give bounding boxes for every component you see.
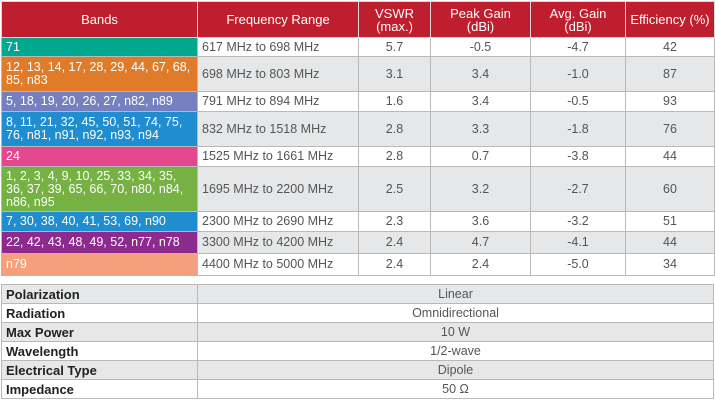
vswr-cell: 3.1: [358, 56, 431, 92]
vswr-cell: 1.6: [358, 91, 431, 112]
properties-table: Polarization Linear Radiation Omnidirection…: [1, 284, 714, 399]
efficiency-cell: 60: [625, 166, 715, 212]
efficiency-cell: 87: [625, 56, 715, 92]
efficiency-cell: 44: [625, 146, 715, 167]
frequency-cell: 1695 MHz to 2200 MHz: [197, 166, 359, 212]
peak-gain-cell: 4.7: [430, 231, 531, 254]
vswr-cell: 2.5: [358, 166, 431, 212]
frequency-cell: 3300 MHz to 4200 MHz: [197, 231, 359, 254]
property-row: Radiation Omnidirectional: [1, 303, 714, 323]
efficiency-cell: 34: [625, 253, 715, 276]
band-row: 5, 18, 19, 20, 26, 27, n82, n89 791 MHz t…: [1, 91, 715, 112]
avg-gain-cell: -4.7: [530, 37, 626, 57]
avg-gain-cell: -0.5: [530, 91, 626, 112]
band-cell: 7, 30, 38, 40, 41, 53, 69, n90: [1, 211, 198, 232]
band-cell: 24: [1, 146, 198, 167]
property-value: Dipole: [197, 360, 714, 380]
property-row: Polarization Linear: [1, 284, 714, 304]
header-peak-gain: Peak Gain (dBi): [430, 1, 531, 38]
band-cell: 5, 18, 19, 20, 26, 27, n82, n89: [1, 91, 198, 112]
peak-gain-cell: 3.4: [430, 56, 531, 92]
header-avg-gain: Avg. Gain (dBi): [530, 1, 626, 38]
property-row: Wavelength 1/2-wave: [1, 341, 714, 361]
header-bands: Bands: [1, 1, 198, 38]
header-frequency: Frequency Range: [197, 1, 359, 38]
band-row: 1, 2, 3, 4, 9, 10, 25, 33, 34, 35, 36, 3…: [1, 166, 715, 212]
property-label: Electrical Type: [1, 360, 198, 380]
frequency-cell: 832 MHz to 1518 MHz: [197, 111, 359, 147]
band-spec-table: Bands Frequency Range VSWR (max.) Peak G…: [1, 1, 715, 276]
frequency-cell: 791 MHz to 894 MHz: [197, 91, 359, 112]
band-row: n79 4400 MHz to 5000 MHz 2.4 2.4 -5.0 34: [1, 253, 715, 276]
band-row: 24 1525 MHz to 1661 MHz 2.8 0.7 -3.8 44: [1, 146, 715, 167]
property-label: Radiation: [1, 303, 198, 323]
vswr-cell: 2.8: [358, 111, 431, 147]
vswr-cell: 2.8: [358, 146, 431, 167]
efficiency-cell: 76: [625, 111, 715, 147]
property-label: Polarization: [1, 284, 198, 304]
avg-gain-cell: -3.8: [530, 146, 626, 167]
property-value: Omnidirectional: [197, 303, 714, 323]
vswr-cell: 5.7: [358, 37, 431, 57]
peak-gain-cell: 2.4: [430, 253, 531, 276]
avg-gain-cell: -1.8: [530, 111, 626, 147]
property-label: Wavelength: [1, 341, 198, 361]
band-row: 12, 13, 14, 17, 28, 29, 44, 67, 68, 85, …: [1, 56, 715, 92]
peak-gain-cell: 0.7: [430, 146, 531, 167]
band-row: 8, 11, 21, 32, 45, 50, 51, 74, 75, 76, n…: [1, 111, 715, 147]
frequency-cell: 698 MHz to 803 MHz: [197, 56, 359, 92]
property-value: 1/2-wave: [197, 341, 714, 361]
vswr-cell: 2.4: [358, 253, 431, 276]
frequency-cell: 1525 MHz to 1661 MHz: [197, 146, 359, 167]
band-row: 71 617 MHz to 698 MHz 5.7 -0.5 -4.7 42: [1, 37, 715, 57]
avg-gain-cell: -4.1: [530, 231, 626, 254]
property-label: Impedance: [1, 379, 198, 399]
band-cell: 8, 11, 21, 32, 45, 50, 51, 74, 75, 76, n…: [1, 111, 198, 147]
band-cell: 12, 13, 14, 17, 28, 29, 44, 67, 68, 85, …: [1, 56, 198, 92]
peak-gain-cell: 3.6: [430, 211, 531, 232]
property-value: 10 W: [197, 322, 714, 342]
property-label: Max Power: [1, 322, 198, 342]
efficiency-cell: 44: [625, 231, 715, 254]
band-row: 22, 42, 43, 48, 49, 52, n77, n78 3300 MHz…: [1, 231, 715, 254]
band-row: 7, 30, 38, 40, 41, 53, 69, n90 2300 MHz t…: [1, 211, 715, 232]
header-efficiency: Efficiency (%): [625, 1, 715, 38]
efficiency-cell: 93: [625, 91, 715, 112]
avg-gain-cell: -2.7: [530, 166, 626, 212]
band-cell: n79: [1, 253, 198, 276]
efficiency-cell: 42: [625, 37, 715, 57]
property-row: Max Power 10 W: [1, 322, 714, 342]
band-cell: 71: [1, 37, 198, 57]
avg-gain-cell: -5.0: [530, 253, 626, 276]
avg-gain-cell: -1.0: [530, 56, 626, 92]
vswr-cell: 2.3: [358, 211, 431, 232]
peak-gain-cell: -0.5: [430, 37, 531, 57]
band-cell: 22, 42, 43, 48, 49, 52, n77, n78: [1, 231, 198, 254]
header-row: Bands Frequency Range VSWR (max.) Peak G…: [1, 1, 715, 38]
peak-gain-cell: 3.2: [430, 166, 531, 212]
efficiency-cell: 51: [625, 211, 715, 232]
property-row: Impedance 50 Ω: [1, 379, 714, 399]
frequency-cell: 2300 MHz to 2690 MHz: [197, 211, 359, 232]
peak-gain-cell: 3.3: [430, 111, 531, 147]
property-row: Electrical Type Dipole: [1, 360, 714, 380]
band-cell: 1, 2, 3, 4, 9, 10, 25, 33, 34, 35, 36, 3…: [1, 166, 198, 212]
property-value: 50 Ω: [197, 379, 714, 399]
frequency-cell: 4400 MHz to 5000 MHz: [197, 253, 359, 276]
vswr-cell: 2.4: [358, 231, 431, 254]
peak-gain-cell: 3.4: [430, 91, 531, 112]
property-value: Linear: [197, 284, 714, 304]
avg-gain-cell: -3.2: [530, 211, 626, 232]
header-vswr: VSWR (max.): [358, 1, 431, 38]
frequency-cell: 617 MHz to 698 MHz: [197, 37, 359, 57]
